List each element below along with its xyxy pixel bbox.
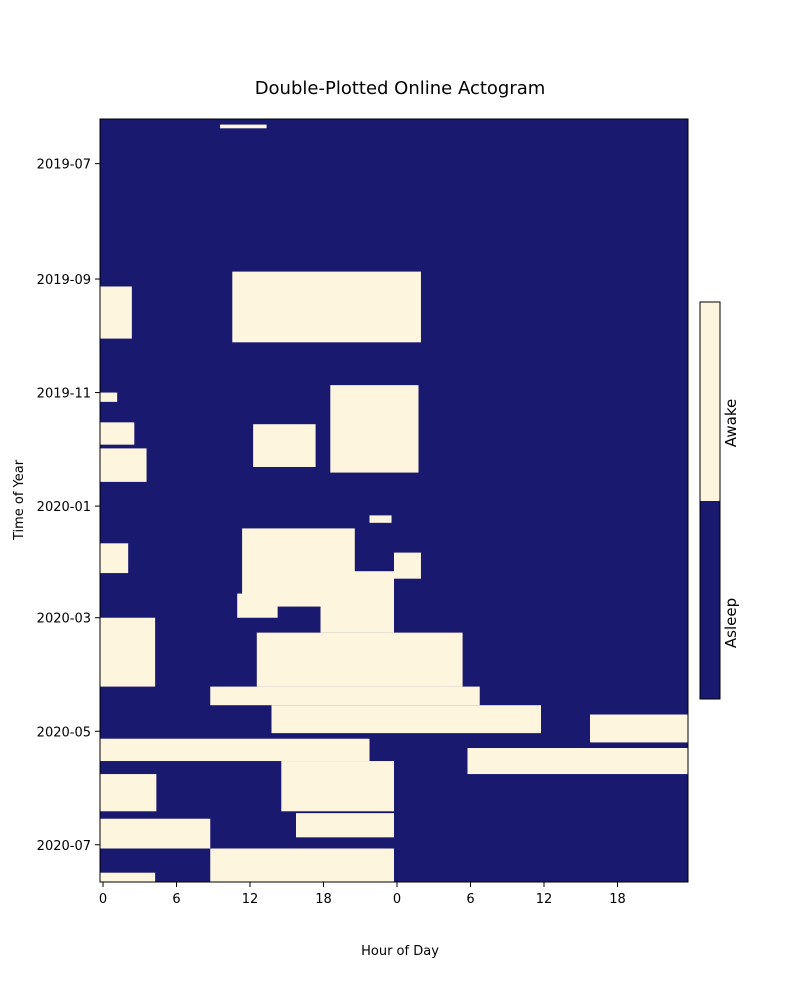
colorbar-asleep-swatch: [700, 501, 720, 699]
colorbar-frame: [699, 301, 721, 700]
awake-bout: [256, 632, 463, 687]
x-tick-label: 18: [609, 892, 626, 907]
awake-bout: [237, 593, 278, 618]
awake-bout: [100, 448, 147, 482]
awake-bout: [100, 286, 132, 339]
colorbar-awake-swatch: [700, 302, 720, 501]
awake-bout: [100, 872, 156, 882]
x-axis-ticks: 0 6 12 18 0 6 12 18: [99, 882, 626, 907]
awake-bout: [232, 271, 421, 343]
x-tick-label: 12: [242, 892, 259, 907]
x-tick-label: 6: [172, 892, 180, 907]
awake-bout: [220, 124, 267, 129]
awake-bout: [210, 686, 480, 706]
x-tick-label: 6: [466, 892, 474, 907]
awake-bout: [100, 392, 118, 402]
y-tick-label: 2020-07: [37, 839, 91, 854]
awake-bout: [100, 543, 129, 574]
awake-bout: [100, 774, 157, 812]
x-tick-label: 18: [315, 892, 332, 907]
y-tick-label: 2020-01: [37, 500, 91, 515]
awake-bout: [100, 818, 211, 849]
awake-bout: [590, 714, 688, 743]
awake-bouts: [100, 124, 688, 882]
awake-bout: [369, 515, 392, 523]
awake-bout: [100, 738, 370, 762]
awake-bout: [394, 552, 421, 579]
x-tick-label: 12: [536, 892, 553, 907]
awake-bout: [467, 748, 688, 775]
y-axis-label: Time of Year: [12, 459, 27, 541]
chart-title: Double-Plotted Online Actogram: [255, 78, 546, 99]
awake-bout: [281, 761, 394, 812]
awake-bout: [100, 422, 135, 445]
awake-bout: [296, 813, 394, 838]
plot-frame: [99, 118, 689, 883]
x-tick-label: 0: [99, 892, 107, 907]
colorbar-label-asleep: Asleep: [722, 598, 740, 648]
y-tick-label: 2020-03: [37, 612, 91, 627]
y-tick-label: 2019-07: [37, 158, 91, 173]
colorbar: Awake Asleep: [699, 301, 740, 700]
y-tick-label: 2019-09: [37, 273, 91, 288]
y-tick-label: 2020-05: [37, 725, 91, 740]
awake-bout: [271, 705, 541, 734]
awake-bout: [253, 424, 316, 468]
awake-bout: [210, 848, 394, 882]
y-tick-label: 2019-11: [37, 387, 91, 402]
awake-bout: [330, 385, 419, 473]
awake-bout: [100, 617, 156, 687]
x-tick-label: 0: [393, 892, 401, 907]
x-axis-label: Hour of Day: [361, 944, 439, 959]
colorbar-label-awake: Awake: [722, 399, 740, 448]
awake-bout: [320, 571, 394, 633]
y-axis-ticks: 2019-07 2019-09 2019-11 2020-01 2020-03 2020-…: [37, 158, 100, 854]
